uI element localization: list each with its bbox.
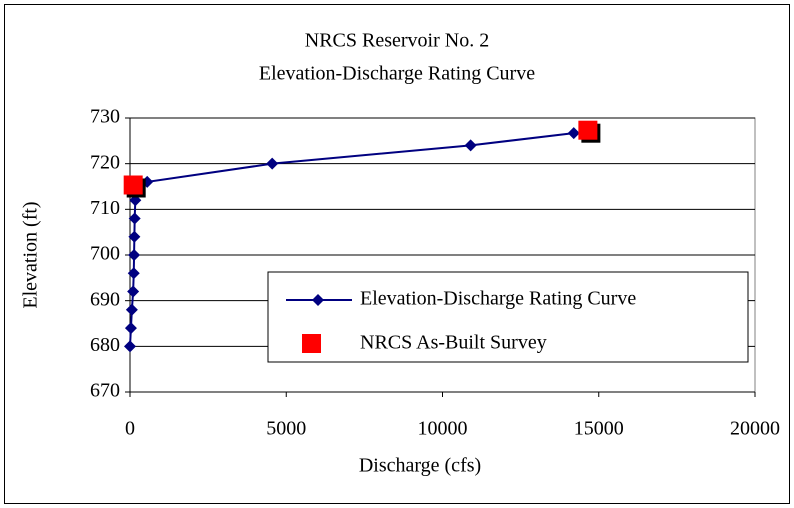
chart-subtitle: Elevation-Discharge Rating Curve	[259, 63, 535, 85]
chart-title: NRCS Reservoir No. 2	[305, 30, 489, 52]
data-point	[127, 267, 140, 280]
data-point	[124, 322, 137, 335]
x-tick-label: 15000	[574, 418, 624, 440]
y-axis-label: Elevation (ft)	[20, 201, 42, 308]
x-tick-label: 10000	[418, 418, 468, 440]
y-tick-label: 730	[90, 106, 120, 128]
data-point	[125, 303, 138, 316]
y-tick-label: 720	[90, 151, 120, 173]
y-tick-label: 670	[90, 380, 120, 402]
data-point	[124, 340, 136, 353]
data-point	[128, 230, 141, 243]
data-point	[128, 249, 141, 261]
y-tick-label: 680	[90, 334, 120, 356]
x-tick-label: 20000	[730, 418, 780, 440]
legend	[267, 271, 749, 363]
data-point	[578, 120, 598, 140]
data-point	[123, 175, 143, 195]
x-tick-label: 0	[125, 418, 135, 440]
data-point	[127, 285, 140, 298]
data-point	[464, 139, 477, 152]
legend-marker	[312, 294, 324, 306]
y-tick-label: 690	[90, 288, 120, 310]
x-axis-label: Discharge (cfs)	[359, 455, 481, 477]
legend-label: Elevation-Discharge Rating Curve	[360, 288, 636, 310]
data-point	[128, 212, 141, 225]
data-point	[266, 157, 279, 170]
x-tick-label: 5000	[266, 418, 306, 440]
y-tick-label: 710	[90, 197, 120, 219]
legend-marker	[302, 334, 321, 353]
legend-label: NRCS As-Built Survey	[360, 332, 547, 354]
data-point	[567, 127, 580, 140]
y-tick-label: 700	[90, 243, 120, 265]
